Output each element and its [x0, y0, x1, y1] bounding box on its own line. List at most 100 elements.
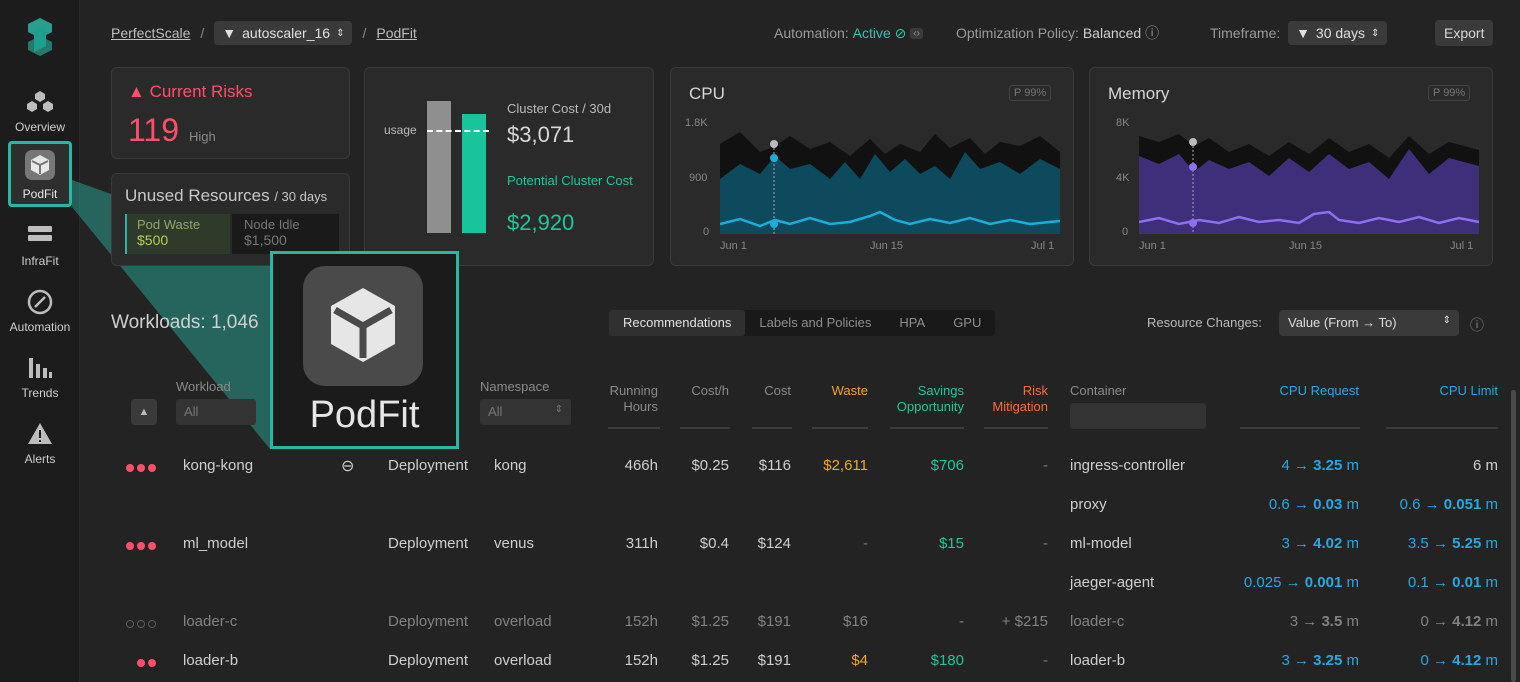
breadcrumb-separator: / [200, 25, 205, 41]
node-idle-label: Node Idle [244, 217, 300, 232]
check-circle-icon: ⊘ [894, 24, 907, 41]
pod-waste-label: Pod Waste [137, 217, 201, 232]
cpu-request-from: 3 → [1281, 652, 1309, 669]
tab-recommendations[interactable]: Recommendations [609, 310, 746, 336]
tab-gpu[interactable]: GPU [953, 315, 982, 330]
x-tick: Jun 1 [1139, 240, 1166, 252]
workload-name[interactable]: loader-b [183, 652, 239, 669]
policy-label: Optimization Policy: [956, 25, 1079, 41]
cpu-request-from: 4 → [1281, 457, 1309, 474]
workload-name[interactable]: loader-c [183, 613, 238, 630]
info-icon[interactable]: ⓘ [1145, 25, 1160, 41]
sidebar-item-overview[interactable]: Overview [0, 88, 80, 134]
tab-labels-and-policies[interactable]: Labels and Policies [759, 315, 872, 330]
cpu-limit-value: 6 m [1472, 457, 1498, 474]
minus-circle-icon[interactable]: ⊖ [341, 458, 355, 475]
savings: $15 [938, 535, 964, 552]
percentile-badge[interactable]: P 99% [1009, 85, 1052, 101]
cpu-limit-change: 0 → 4.12 m [1370, 613, 1498, 630]
col-running-hours[interactable]: Running Hours [609, 383, 658, 414]
y-tick: 0 [1122, 226, 1129, 238]
sidebar-item-label: InfraFit [21, 254, 59, 268]
cpu-limit-from: 3.5 → [1407, 535, 1448, 552]
col-cpu-request[interactable]: CPU Request [1279, 383, 1359, 398]
namespace: venus [494, 535, 535, 552]
waste: $16 [842, 613, 868, 630]
cpu-request-change: 0.6 → 0.03 m [1200, 496, 1359, 513]
resource-changes-select[interactable]: Value (From → To) ⇕ [1279, 310, 1459, 336]
policy-value: Balanced [1082, 25, 1142, 41]
sidebar-item-podfit[interactable]: PodFit [8, 141, 72, 207]
x-tick: Jul 1 [1450, 240, 1474, 252]
cpu-request-unit: m [1346, 457, 1360, 474]
info-icon[interactable]: ⓘ [1470, 317, 1484, 333]
cpu-limit-change: 3.5 → 5.25 m [1370, 535, 1498, 552]
gauge-icon [27, 289, 53, 315]
resource-changes-value: Value (From → To) [1288, 315, 1397, 330]
tab-hpa[interactable]: HPA [899, 315, 926, 330]
breadcrumb-page-link[interactable]: PodFit [376, 25, 417, 41]
workload-name[interactable]: kong-kong [183, 457, 254, 474]
timeframe-label: Timeframe: [1210, 25, 1281, 41]
sidebar-item-automation[interactable]: Automation [0, 288, 80, 334]
sidebar-item-label: Trends [21, 386, 59, 400]
y-tick: 900 [689, 172, 708, 184]
workload-name[interactable]: ml_model [183, 535, 249, 552]
cpu-request-to: 3.5 [1321, 613, 1343, 630]
sidebar-item-infrafit[interactable]: InfraFit [0, 222, 80, 268]
export-button[interactable]: Export [1435, 20, 1494, 46]
risk-mitigation: + $215 [1001, 613, 1048, 630]
percentile-badge[interactable]: P 99% [1428, 85, 1471, 101]
timeframe-value: 30 days [1315, 25, 1365, 41]
cluster-cost-label: Cluster Cost / 30d [507, 101, 612, 116]
vertical-scrollbar[interactable] [1511, 390, 1516, 682]
col-waste[interactable]: Waste [831, 383, 868, 398]
warning-icon [28, 423, 52, 444]
col-cost[interactable]: Cost [764, 383, 791, 398]
cluster-cost-card[interactable]: usage Cluster Cost / 30d $3,071 Potentia… [364, 67, 654, 266]
code-icon[interactable]: ‹› [910, 27, 923, 39]
namespace-filter-select[interactable]: All ⇕ [480, 399, 571, 425]
container-name: ingress-controller [1070, 457, 1186, 474]
cpu-request-from: 0.025 → [1243, 574, 1301, 591]
container-filter-input[interactable] [1070, 403, 1206, 429]
cpu-limit-unit: m [1485, 574, 1499, 591]
cpu-limit-change: 0 → 4.12 m [1370, 652, 1498, 669]
current-risks-card[interactable]: ▲ Current Risks 119 High [111, 67, 350, 159]
workload-filter-select[interactable]: All [176, 399, 256, 425]
cpu-request-from: 3 → [1289, 613, 1318, 630]
risk-filter-button[interactable]: ▲ [131, 399, 157, 425]
sidebar-item-trends[interactable]: Trends [0, 354, 80, 400]
container-name: proxy [1070, 496, 1107, 513]
cluster-select[interactable]: ▼ autoscaler_16 ⇕ [214, 21, 353, 45]
pod-waste-value: $500 [137, 232, 169, 248]
risk-indicator [126, 459, 159, 476]
cluster-select-value: autoscaler_16 [242, 25, 331, 41]
breadcrumb-root-link[interactable]: PerfectScale [111, 25, 191, 41]
col-risk-mitigation[interactable]: Risk Mitigation [992, 383, 1048, 414]
cpu-limit-unit: m [1485, 496, 1499, 513]
usage-label: usage [384, 123, 417, 137]
savings: $180 [930, 652, 964, 669]
cpu-card[interactable]: CPU P 99% 1.8K 900 0 Jun 1 Jun 15 Jul 1 [670, 67, 1074, 266]
sidebar-item-alerts[interactable]: Alerts [0, 420, 80, 466]
column-underline [890, 427, 964, 429]
col-cpu-limit[interactable]: CPU Limit [1439, 383, 1498, 398]
cpu-request-unit: m [1346, 535, 1360, 552]
col-workload: Workload [176, 379, 231, 394]
cpu-limit-unit: m [1485, 652, 1499, 669]
x-tick: Jun 1 [720, 240, 747, 252]
y-tick: 8K [1116, 117, 1130, 129]
risk-mitigation: - [1043, 652, 1048, 669]
memory-area-chart [1139, 134, 1479, 234]
container-name: jaeger-agent [1070, 574, 1155, 591]
timeframe-select[interactable]: ▼ 30 days ⇕ [1288, 21, 1388, 45]
unused-title: Unused Resources [125, 186, 270, 205]
memory-card[interactable]: Memory P 99% 8K 4K 0 Jun 1 Jun 15 Jul 1 [1089, 67, 1493, 266]
sidebar-item-label: Alerts [24, 452, 56, 466]
col-cost-per-hour[interactable]: Cost/h [691, 383, 729, 398]
col-savings-opportunity[interactable]: Savings Opportunity [896, 383, 964, 414]
sort-icon: ⇕ [1442, 315, 1451, 326]
unused-resources-card[interactable]: Unused Resources / 30 days Pod Waste $50… [111, 173, 350, 266]
savings: - [959, 613, 964, 630]
